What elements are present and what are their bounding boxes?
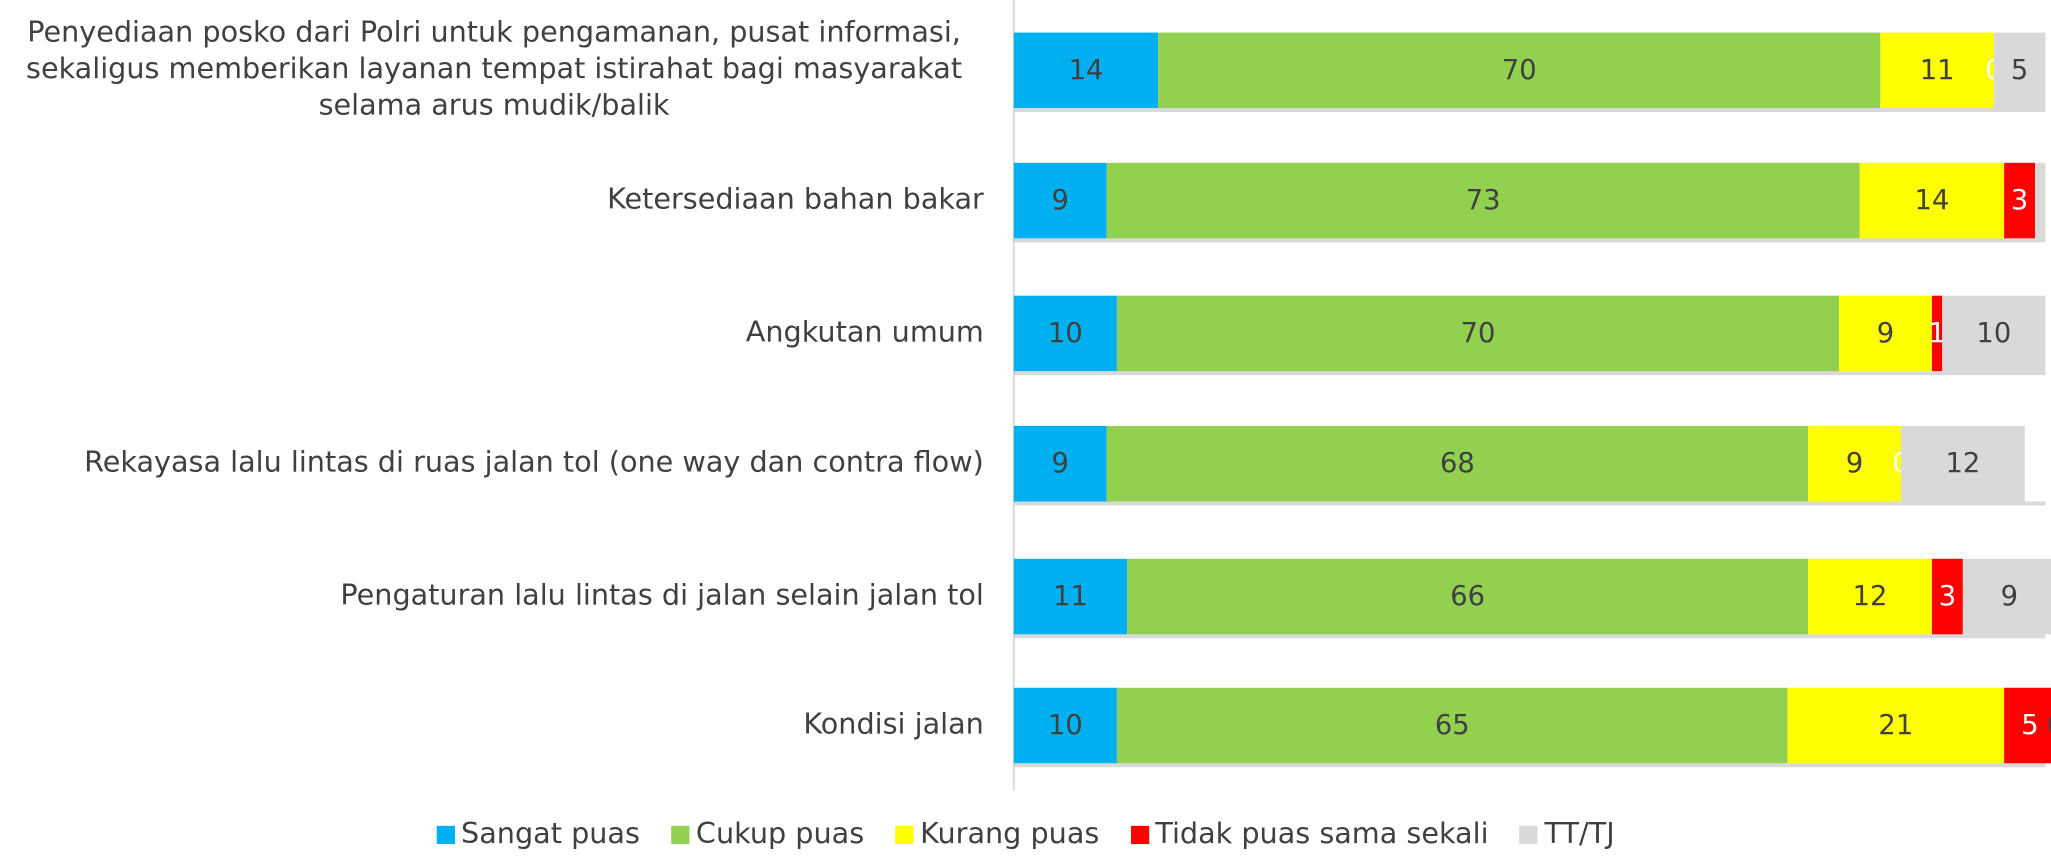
- bar-segment: [1931, 558, 1963, 635]
- legend-swatch: [895, 825, 914, 844]
- data-label: 9: [1877, 318, 1894, 349]
- data-label: 1: [1928, 318, 1945, 349]
- legend-label: Tidak puas sama sekali: [1155, 818, 1489, 851]
- data-label: 10: [1048, 710, 1083, 741]
- bar-segment: [1013, 32, 1159, 109]
- category-label-box: Penyediaan posko dari Polri untuk pengam…: [4, 5, 984, 135]
- bar-segment: [1127, 558, 1809, 635]
- category-label-box: Pengaturan lalu lintas di jalan selain j…: [4, 531, 984, 661]
- data-label: 12: [1945, 448, 1980, 479]
- bar-shadow: [1013, 108, 2046, 113]
- data-label: 21: [1878, 710, 1913, 741]
- data-label: 11: [1920, 55, 1955, 86]
- data-label: 10: [1048, 318, 1083, 349]
- category-label: Angkutan umum: [745, 316, 984, 350]
- legend-swatch: [671, 825, 690, 844]
- data-label: 5: [2011, 55, 2028, 86]
- legend-item: TT/TJ: [1519, 818, 1615, 851]
- legend-box: Sangat puas Cukup puas Kurang puas Tidak pu…: [4, 818, 2046, 851]
- bar-segment: [1013, 687, 1117, 764]
- bar-shadow: [1013, 371, 2046, 376]
- category-label-wrap: Angkutan umum: [4, 268, 984, 398]
- bar-segment: [1158, 32, 1881, 109]
- category-label: Penyediaan posko dari Polri untuk pengam…: [26, 16, 963, 123]
- bar-segment: [1013, 162, 1107, 239]
- legend-item: Tidak puas sama sekali: [1130, 818, 1489, 851]
- bar-segment: [1116, 687, 1788, 764]
- legend-label: TT/TJ: [1544, 818, 1615, 851]
- data-label: 12: [1853, 581, 1888, 612]
- bar-segment: [1839, 295, 1932, 372]
- category-label-wrap: Kondisi jalan: [4, 660, 984, 790]
- data-label: 3: [2011, 185, 2028, 216]
- data-label: 68: [1440, 448, 1475, 479]
- category-label: Pengaturan lalu lintas di jalan selain j…: [340, 579, 984, 613]
- bar-segment: [1013, 558, 1128, 635]
- bar-segment: [1900, 425, 2025, 502]
- bar-segment: [1106, 162, 1860, 239]
- legend-swatch: [1519, 825, 1539, 844]
- data-label: 65: [1435, 710, 1470, 741]
- bar-segment: [2035, 162, 2046, 239]
- legend-item: Cukup puas: [671, 818, 864, 851]
- data-label: 5: [2021, 710, 2038, 741]
- data-label: 9: [1051, 185, 1068, 216]
- bar-segment: [1808, 425, 1901, 502]
- category-label-wrap: Rekayasa lalu lintas di ruas jalan tol (…: [4, 399, 984, 529]
- bar-shadow: [1013, 501, 2046, 506]
- data-label: 3: [1939, 581, 1956, 612]
- bar-segment: [1880, 32, 1994, 109]
- data-label: 14: [1915, 185, 1950, 216]
- category-label: Rekayasa lalu lintas di ruas jalan tol (…: [84, 446, 984, 480]
- legend-item: Sangat puas: [436, 818, 640, 851]
- category-label: Ketersediaan bahan bakar: [607, 183, 984, 217]
- legend-label: Sangat puas: [461, 818, 640, 851]
- bar-segment: [1808, 558, 1932, 635]
- category-label-box: Rekayasa lalu lintas di ruas jalan tol (…: [4, 399, 984, 529]
- bar-segment: [2004, 687, 2051, 764]
- category-label-box: Angkutan umum: [4, 268, 984, 398]
- bar-segment: [1013, 295, 1117, 372]
- bar-segment: [1859, 162, 2005, 239]
- bar-segment: [2004, 162, 2036, 239]
- data-label: 9: [2001, 581, 2018, 612]
- bar-segment: [1962, 558, 2051, 635]
- bar-segment: [1106, 425, 1809, 502]
- data-label: 66: [1450, 581, 1485, 612]
- bar-shadow: [1013, 634, 2046, 639]
- bar-segment: [1993, 32, 2046, 109]
- category-label-box: Ketersediaan bahan bakar: [4, 135, 984, 265]
- data-label: 11: [1053, 581, 1088, 612]
- legend-item: Kurang puas: [895, 818, 1099, 851]
- data-label: 73: [1466, 185, 1501, 216]
- data-label: 0: [2047, 710, 2051, 741]
- bar-segment: [1116, 295, 1840, 372]
- legend-swatch: [436, 825, 455, 844]
- data-label: 9: [1051, 448, 1068, 479]
- data-label: 9: [1846, 448, 1863, 479]
- category-label-box: Kondisi jalan: [4, 660, 984, 790]
- bar-segment: [1931, 295, 1943, 372]
- bar-shadow: [1013, 238, 2046, 243]
- category-label-wrap: Pengaturan lalu lintas di jalan selain j…: [4, 531, 984, 661]
- legend: Sangat puas Cukup puas Kurang puas Tidak pu…: [4, 818, 2046, 851]
- category-label: Kondisi jalan: [803, 708, 984, 742]
- bar-segment: [1013, 425, 1107, 502]
- legend-label: Kurang puas: [920, 818, 1100, 851]
- category-label-wrap: Penyediaan posko dari Polri untuk pengam…: [4, 5, 984, 135]
- data-label: 10: [1976, 318, 2011, 349]
- bar-segment: [1942, 295, 2046, 372]
- data-label: 70: [1461, 318, 1496, 349]
- bar-shadow: [1013, 763, 2046, 768]
- category-label-wrap: Ketersediaan bahan bakar: [4, 135, 984, 265]
- legend-label: Cukup puas: [695, 818, 865, 851]
- legend-swatch: [1130, 825, 1149, 844]
- data-label: 14: [1069, 55, 1104, 86]
- data-label: 70: [1502, 55, 1537, 86]
- bar-segment: [1787, 687, 2005, 764]
